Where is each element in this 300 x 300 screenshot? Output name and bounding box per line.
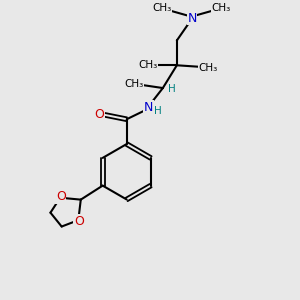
Text: N: N — [187, 12, 197, 25]
Text: O: O — [94, 108, 104, 122]
Text: H: H — [154, 106, 162, 116]
Text: CH₃: CH₃ — [124, 79, 144, 89]
Text: H: H — [168, 85, 176, 94]
Text: CH₃: CH₃ — [152, 3, 171, 14]
Text: CH₃: CH₃ — [138, 60, 157, 70]
Text: O: O — [56, 190, 66, 203]
Text: O: O — [74, 215, 84, 228]
Text: CH₃: CH₃ — [212, 3, 231, 14]
Text: N: N — [144, 101, 153, 114]
Text: CH₃: CH₃ — [198, 63, 218, 73]
